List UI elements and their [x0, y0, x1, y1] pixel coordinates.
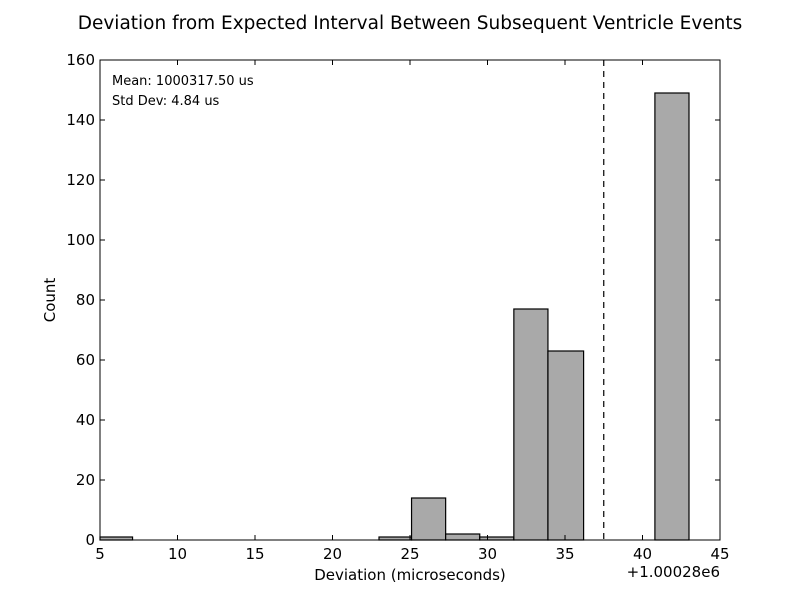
x-tick-label: 45: [710, 545, 729, 563]
histogram-bars: [99, 92, 690, 541]
x-tick-label: 40: [633, 545, 652, 563]
x-tick-label: 25: [400, 545, 419, 563]
annotation-mean: Mean: 1000317.50 us: [112, 74, 254, 89]
x-tick-label: 5: [95, 545, 105, 563]
y-tick-label: 40: [76, 411, 95, 429]
plot-frame: [99, 59, 721, 541]
y-axis-label: Count: [41, 278, 59, 323]
y-tick-label: 120: [66, 171, 95, 189]
y-tick-label: 80: [76, 291, 95, 309]
chart-title: Deviation from Expected Interval Between…: [78, 13, 743, 34]
x-tick-label: 30: [478, 545, 497, 563]
x-axis-label: Deviation (microseconds): [314, 566, 506, 584]
y-tick-label: 0: [85, 531, 95, 549]
x-axis-ticks: 5 10 15 20 25 30 35 40 45: [95, 60, 730, 563]
x-axis-offset-label: +1.00028e6: [627, 563, 720, 581]
x-tick-label: 35: [555, 545, 574, 563]
histogram-bar-5: [513, 308, 549, 541]
y-tick-label: 140: [66, 111, 95, 129]
x-tick-label: 20: [323, 545, 342, 563]
y-tick-label: 20: [76, 471, 95, 489]
annotation-std-dev: Std Dev: 4.84 us: [112, 94, 220, 109]
histogram-bar-7: [654, 92, 690, 541]
x-tick-label: 10: [168, 545, 187, 563]
y-tick-label: 160: [66, 51, 95, 69]
y-tick-label: 100: [66, 231, 95, 249]
x-tick-label: 15: [245, 545, 264, 563]
histogram-bar-3: [445, 533, 481, 541]
histogram-bar-6: [547, 350, 585, 541]
histogram-bar-2: [410, 497, 447, 541]
y-tick-label: 60: [76, 351, 95, 369]
y-axis-ticks: 0 20 40 60 80 100 120 140 160: [66, 51, 720, 549]
